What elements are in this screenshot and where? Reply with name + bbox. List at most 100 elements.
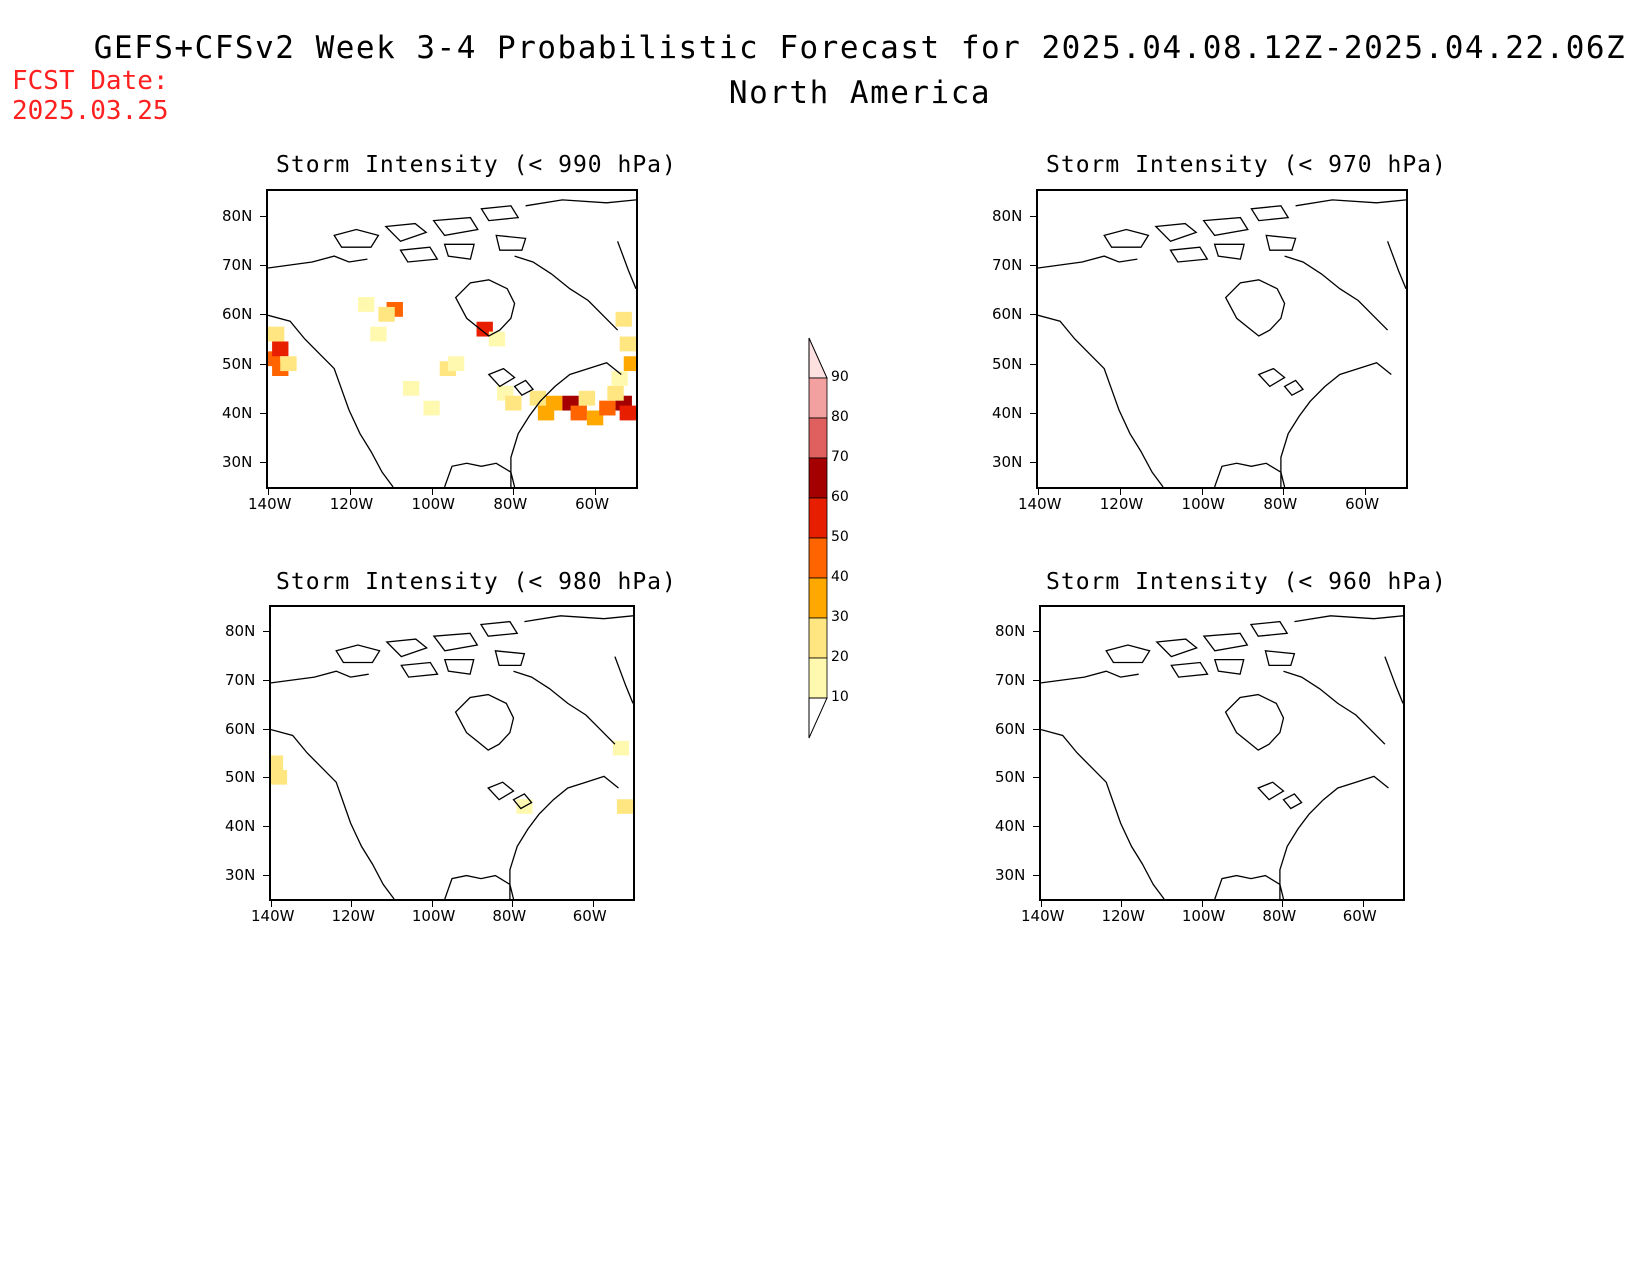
lat-tick <box>1033 728 1039 730</box>
coastline <box>1038 314 1164 487</box>
colorbar-label: 60 <box>831 489 849 505</box>
lon-tick-label: 80W <box>1263 495 1298 513</box>
lon-tick <box>1283 489 1285 495</box>
lon-tick-label: 60W <box>1342 907 1377 925</box>
coastline <box>1295 199 1406 289</box>
coastline <box>1279 775 1389 899</box>
coastline <box>443 462 516 487</box>
lat-tick-label: 70N <box>225 671 256 689</box>
panel-title: Storm Intensity (< 970 hPa) <box>1046 152 1447 178</box>
colorbar-label: 70 <box>831 449 849 465</box>
lat-tick-label: 30N <box>222 453 253 472</box>
probability-cell <box>619 405 636 421</box>
lat-tick <box>1030 413 1036 414</box>
lat-tick <box>1033 826 1039 827</box>
lon-tick-label: 140W <box>251 907 295 925</box>
lon-tick <box>349 489 351 495</box>
lon-tick <box>431 489 433 495</box>
map-svg <box>271 615 633 899</box>
lon-tick <box>1121 901 1123 907</box>
probability-cell <box>378 306 395 322</box>
lat-tick-label: 30N <box>992 453 1023 472</box>
probability-cell <box>537 405 555 421</box>
lon-tick <box>1282 901 1284 907</box>
map-frame <box>1039 605 1405 901</box>
lon-tick <box>1362 901 1364 907</box>
lat-tick-label: 80N <box>222 206 253 225</box>
coastline <box>268 314 394 487</box>
lon-tick-label: 120W <box>331 907 375 925</box>
map-svg <box>268 199 636 487</box>
lon-tick <box>1201 489 1203 495</box>
colorbar-label: 90 <box>831 369 849 385</box>
coastline <box>487 781 533 810</box>
coastline <box>1284 255 1389 331</box>
coastline <box>271 728 395 899</box>
colorbar-segment <box>808 497 828 539</box>
lon-tick-label: 100W <box>1181 495 1226 513</box>
colorbar-top-triangle <box>808 337 828 379</box>
forecast-date-label: FCST Date: <box>12 66 169 96</box>
lat-tick-label: 50N <box>995 768 1026 787</box>
lat-tick-label: 30N <box>995 865 1026 884</box>
coastline <box>1294 615 1403 704</box>
lon-tick-label: 100W <box>1181 907 1226 925</box>
probability-cell <box>505 395 522 411</box>
map-frame <box>1036 189 1408 489</box>
colorbar-label: 30 <box>831 609 849 625</box>
forecast-date: FCST Date: 2025.03.25 <box>12 66 169 126</box>
lat-tick <box>263 874 269 876</box>
lat-tick <box>263 826 269 827</box>
coastline <box>1283 670 1386 745</box>
lat-tick-label: 40N <box>222 404 253 422</box>
lat-tick-label: 50N <box>225 768 256 787</box>
lat-tick-label: 80N <box>225 622 256 641</box>
coastline <box>454 693 515 751</box>
lat-tick <box>263 777 269 779</box>
lat-tick-label: 60N <box>222 305 253 324</box>
probability-cell <box>619 336 636 352</box>
colorbar-svg <box>808 337 828 739</box>
lat-tick <box>260 265 266 266</box>
lat-tick-label: 80N <box>995 622 1026 641</box>
colorbar-segment <box>808 457 828 499</box>
map-svg <box>1038 199 1406 487</box>
probability-cell <box>615 311 632 327</box>
lat-tick <box>260 314 266 316</box>
lon-tick-label: 60W <box>1345 495 1380 513</box>
panel-title: Storm Intensity (< 960 hPa) <box>1046 569 1447 595</box>
map-svg <box>1041 615 1403 899</box>
probability-cell <box>272 341 289 357</box>
coastline <box>454 279 516 337</box>
colorbar-segment <box>808 377 828 419</box>
probability-cell <box>488 331 506 347</box>
map-frame <box>269 605 635 901</box>
lon-tick <box>431 901 433 907</box>
probability-cell <box>529 390 547 406</box>
lon-tick <box>1201 901 1203 907</box>
coastline <box>444 874 515 899</box>
coastline <box>524 615 633 704</box>
lat-tick-label: 60N <box>225 719 256 738</box>
probability-cell <box>570 405 587 421</box>
lon-tick-label: 80W <box>493 495 528 513</box>
coastline <box>1103 205 1297 263</box>
main-title: GEFS+CFSv2 Week 3-4 Probabilistic Foreca… <box>93 30 1627 66</box>
lon-tick <box>512 901 514 907</box>
lon-tick <box>268 489 269 495</box>
coastline <box>514 255 619 331</box>
lat-tick <box>1030 462 1036 464</box>
coastline <box>268 255 368 269</box>
probability-cell <box>611 371 628 386</box>
lon-tick-label: 140W <box>1018 495 1062 513</box>
lat-tick <box>260 413 266 414</box>
probability-cell <box>271 770 288 785</box>
coastline <box>335 620 526 678</box>
lon-tick-label: 120W <box>329 495 374 513</box>
map-frame <box>266 189 638 489</box>
panel-title: Storm Intensity (< 990 hPa) <box>276 152 677 178</box>
lon-tick-label: 60W <box>575 495 610 513</box>
coastline <box>1038 255 1138 269</box>
lat-tick-label: 60N <box>992 305 1023 324</box>
colorbar-segment <box>808 617 828 659</box>
